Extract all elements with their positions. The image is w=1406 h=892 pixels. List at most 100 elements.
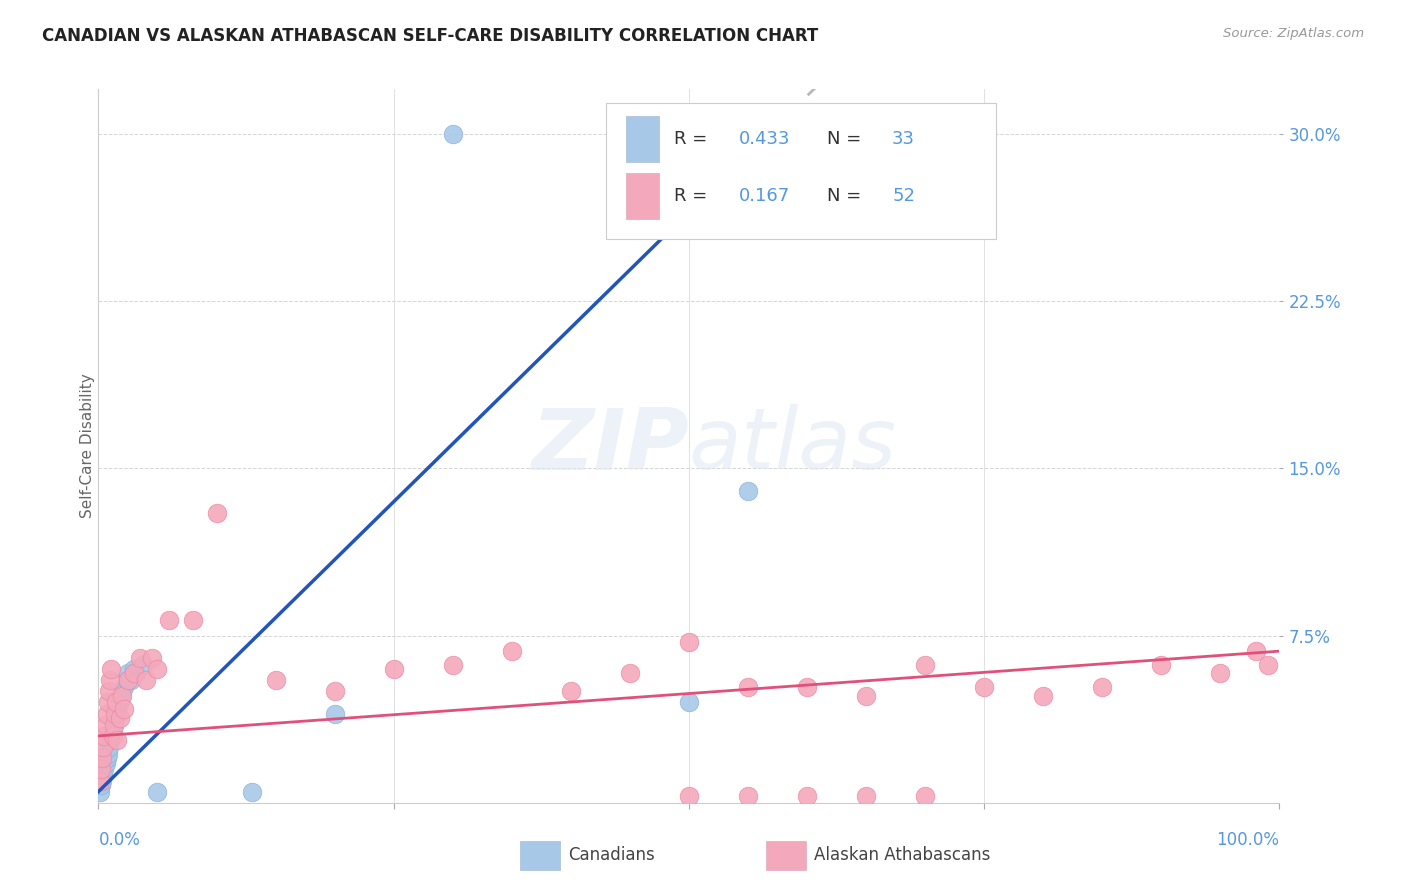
Point — [89, 773, 111, 788]
Point — [128, 651, 150, 665]
Text: CANADIAN VS ALASKAN ATHABASCAN SELF-CARE DISABILITY CORRELATION CHART: CANADIAN VS ALASKAN ATHABASCAN SELF-CARE… — [42, 27, 818, 45]
Point — [101, 729, 124, 743]
Point — [111, 684, 134, 698]
Point — [1150, 657, 1173, 672]
FancyBboxPatch shape — [606, 103, 995, 239]
Point — [110, 689, 132, 703]
Point — [855, 789, 877, 803]
Point — [100, 729, 122, 743]
Point — [323, 706, 346, 721]
Point — [97, 696, 120, 710]
Point — [108, 693, 131, 707]
Point — [737, 789, 759, 803]
Point — [98, 740, 121, 755]
Text: ZIP: ZIP — [531, 404, 689, 488]
Point — [96, 706, 118, 721]
Point — [205, 506, 228, 520]
Point — [112, 680, 135, 694]
Point — [619, 666, 641, 681]
Point — [108, 711, 131, 725]
Point — [89, 785, 111, 799]
Point — [973, 680, 995, 694]
Text: 0.0%: 0.0% — [98, 831, 141, 849]
Point — [117, 666, 139, 681]
Text: 0.433: 0.433 — [738, 130, 790, 148]
Point — [914, 789, 936, 803]
Point — [737, 680, 759, 694]
Point — [181, 613, 204, 627]
Point — [104, 711, 127, 725]
Point — [382, 662, 405, 676]
Point — [90, 762, 112, 776]
Text: 0.167: 0.167 — [738, 187, 790, 205]
Point — [103, 717, 125, 731]
Y-axis label: Self-Care Disability: Self-Care Disability — [80, 374, 94, 518]
Text: N =: N = — [827, 130, 868, 148]
Point — [125, 666, 148, 681]
Point — [111, 689, 134, 703]
FancyBboxPatch shape — [626, 116, 659, 162]
Point — [105, 733, 128, 747]
Point — [101, 724, 124, 739]
Point — [122, 662, 145, 676]
Point — [107, 698, 129, 712]
Text: 52: 52 — [891, 187, 915, 205]
Point — [98, 684, 121, 698]
Point — [122, 666, 145, 681]
Point — [132, 657, 155, 672]
Point — [146, 662, 169, 676]
Point — [796, 789, 818, 803]
Point — [678, 635, 700, 649]
FancyBboxPatch shape — [626, 173, 659, 219]
Text: atlas: atlas — [689, 404, 897, 488]
Point — [115, 673, 138, 687]
Point — [104, 706, 127, 721]
Point — [135, 673, 157, 687]
Text: 33: 33 — [891, 130, 915, 148]
Point — [112, 702, 135, 716]
Point — [93, 762, 115, 776]
Text: N =: N = — [827, 187, 868, 205]
Point — [100, 662, 122, 676]
Point — [121, 673, 143, 687]
Point — [91, 773, 114, 788]
Point — [323, 684, 346, 698]
Point — [855, 689, 877, 703]
Point — [560, 684, 582, 698]
Point — [103, 717, 125, 731]
Point — [105, 696, 128, 710]
Text: 100.0%: 100.0% — [1216, 831, 1279, 849]
Point — [146, 785, 169, 799]
Text: Source: ZipAtlas.com: Source: ZipAtlas.com — [1223, 27, 1364, 40]
Text: R =: R = — [673, 187, 713, 205]
Text: Canadians: Canadians — [568, 847, 655, 864]
Point — [240, 785, 263, 799]
Point — [441, 657, 464, 672]
Text: Alaskan Athabascans: Alaskan Athabascans — [814, 847, 990, 864]
Point — [98, 733, 121, 747]
Point — [1032, 689, 1054, 703]
Point — [93, 729, 115, 743]
Point — [105, 702, 128, 716]
Point — [914, 657, 936, 672]
Point — [105, 706, 128, 721]
Point — [97, 747, 120, 761]
Point — [117, 673, 139, 687]
Point — [678, 696, 700, 710]
Point — [1257, 657, 1279, 672]
Point — [96, 751, 118, 765]
Point — [90, 778, 112, 792]
Point — [737, 483, 759, 498]
Point — [264, 673, 287, 687]
Point — [91, 740, 114, 755]
Point — [678, 789, 700, 803]
Point — [91, 769, 114, 783]
Point — [501, 644, 523, 658]
Point — [441, 127, 464, 141]
Point — [91, 751, 114, 765]
Point — [1244, 644, 1267, 658]
Point — [157, 613, 180, 627]
Text: R =: R = — [673, 130, 713, 148]
Point — [1209, 666, 1232, 681]
Point — [94, 756, 117, 770]
